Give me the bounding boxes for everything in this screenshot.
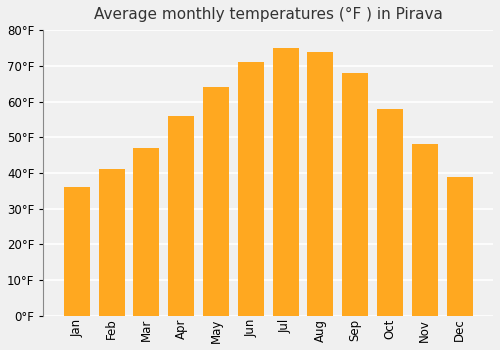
Bar xyxy=(272,48,298,316)
Bar xyxy=(98,169,124,316)
Bar xyxy=(446,176,472,316)
Bar xyxy=(412,145,438,316)
Bar xyxy=(203,87,229,316)
Bar xyxy=(134,148,160,316)
Bar xyxy=(238,62,264,316)
Bar xyxy=(342,73,368,316)
Bar xyxy=(377,108,403,316)
Bar xyxy=(308,51,334,316)
Bar xyxy=(168,116,194,316)
Bar xyxy=(64,187,90,316)
Title: Average monthly temperatures (°F ) in Pirava: Average monthly temperatures (°F ) in Pi… xyxy=(94,7,443,22)
